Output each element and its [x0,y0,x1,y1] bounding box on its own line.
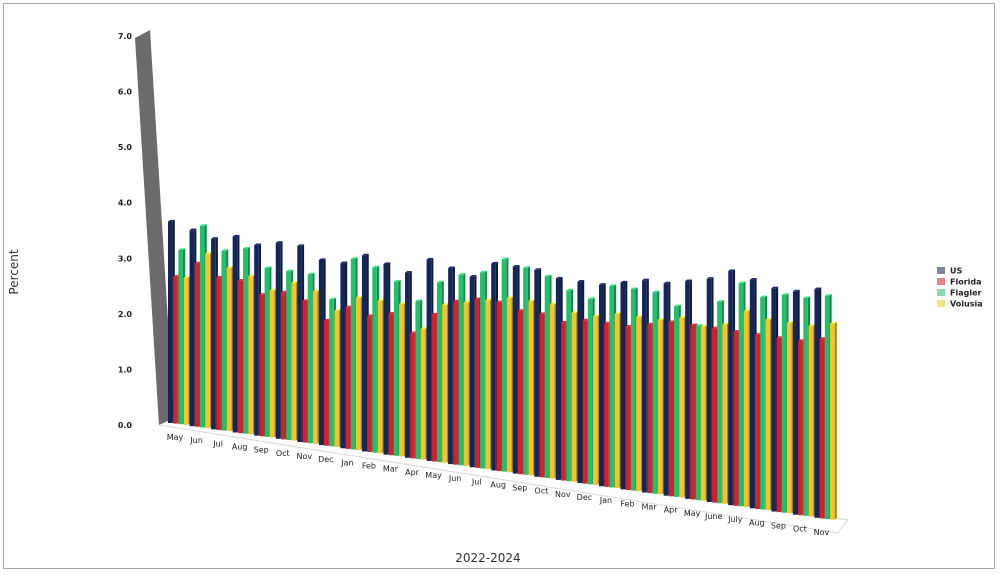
y-tick-label: 0.0 [118,421,133,430]
bar-volusia-10 [399,302,406,457]
x-tick-label: Sep [254,446,269,455]
x-tick-label: Jan [599,496,612,505]
bar-volusia-28 [786,321,794,514]
x-tick-label: Feb [620,499,634,508]
legend-label-flagler: Flagler [950,289,982,298]
legend-label-florida: Florida [950,278,982,287]
bar-volusia-12 [442,303,449,463]
bar-volusia-18 [571,311,579,482]
bar-volusia-17 [549,302,557,479]
x-tick-label: Aug [232,442,248,451]
x-tick-label: Aug [490,480,506,489]
y-tick-label: 7.0 [118,32,133,41]
x-tick-label: Nov [296,452,312,461]
bar-volusia-15 [506,296,514,473]
x-tick-label: Apr [405,468,420,477]
x-tick-label: Nov [555,490,571,499]
x-tick-label: Mar [383,465,399,474]
x-tick-label: Jul [471,477,482,486]
legend-swatch-volusia [937,300,945,307]
bar-volusia-29 [808,324,816,517]
x-tick-label: May [167,433,184,442]
bar-volusia-21 [636,315,643,492]
bar-volusia-7 [334,309,342,447]
x-tick-label: Oct [793,525,807,534]
bar-volusia-24 [700,324,708,501]
bar-volusia-19 [593,314,600,485]
bar-volusia-14 [485,298,493,470]
legend-label-us: US [950,267,962,276]
bar-volusia-3 [248,274,256,435]
bar-volusia-11 [420,327,428,460]
bar-volusia-9 [377,299,385,454]
y-tick-label: 4.0 [118,199,133,208]
bar-volusia-1 [205,252,212,428]
x-tick-label: Jan [340,458,353,467]
y-tick-label: 3.0 [118,254,133,263]
y-axis-title: Percent [7,249,21,294]
x-tick-label: Jul [212,439,223,448]
bar-volusia-0 [183,276,191,425]
bar-volusia-27 [765,317,773,511]
bar-volusia-6 [312,289,320,444]
y-tick-label: 2.0 [118,310,133,319]
legend-swatch-us [937,267,945,274]
x-tick-label: Mar [642,503,658,512]
x-tick-label: Sep [771,522,786,531]
x-tick-label: Jun [448,474,462,483]
x-tick-label: Feb [362,461,376,470]
bar-volusia-16 [528,299,536,476]
y-tick-label: 6.0 [118,88,133,97]
bar-volusia-26 [743,309,751,508]
legend-swatch-flagler [937,289,945,296]
bar-volusia-23 [679,316,687,498]
x-tick-label: July [727,515,743,524]
x-tick-label: Apr [664,506,679,515]
bar-volusia-2 [226,266,234,432]
y-axis-wall [135,30,174,425]
x-tick-label: Nov [814,528,830,537]
x-tick-label: June [704,512,723,521]
x-tick-label: Sep [512,484,527,493]
legend-label-volusia: Volusia [950,300,983,309]
legend-swatch-florida [937,278,945,285]
x-tick-label: Aug [749,518,765,527]
legend: US Florida Flagler Volusia [937,267,983,309]
y-tick-label: 1.0 [118,365,133,374]
chart-frame [3,3,995,569]
bar-volusia-8 [355,296,363,451]
bar-volusia-22 [657,318,665,495]
x-axis-front-line [158,424,839,534]
x-tick-label: Oct [276,449,290,458]
bar-volusia-13 [463,300,471,466]
x-tick-label: Jun [189,436,203,445]
y-tick-label: 5.0 [118,143,133,152]
x-axis-title: 2022-2024 [455,551,520,565]
bar-volusia-30 [830,322,837,520]
bar-volusia-25 [722,322,730,504]
x-axis-end-line [837,519,849,534]
x-tick-label: May [425,471,442,480]
bar-volusia-20 [614,312,622,489]
bar-volusia-4 [269,288,277,438]
x-tick-label: Dec [577,493,592,502]
x-tick-label: Oct [534,487,548,496]
bar-volusia-5 [291,281,299,441]
x-tick-label: Dec [318,455,333,464]
x-tick-label: May [684,509,701,518]
